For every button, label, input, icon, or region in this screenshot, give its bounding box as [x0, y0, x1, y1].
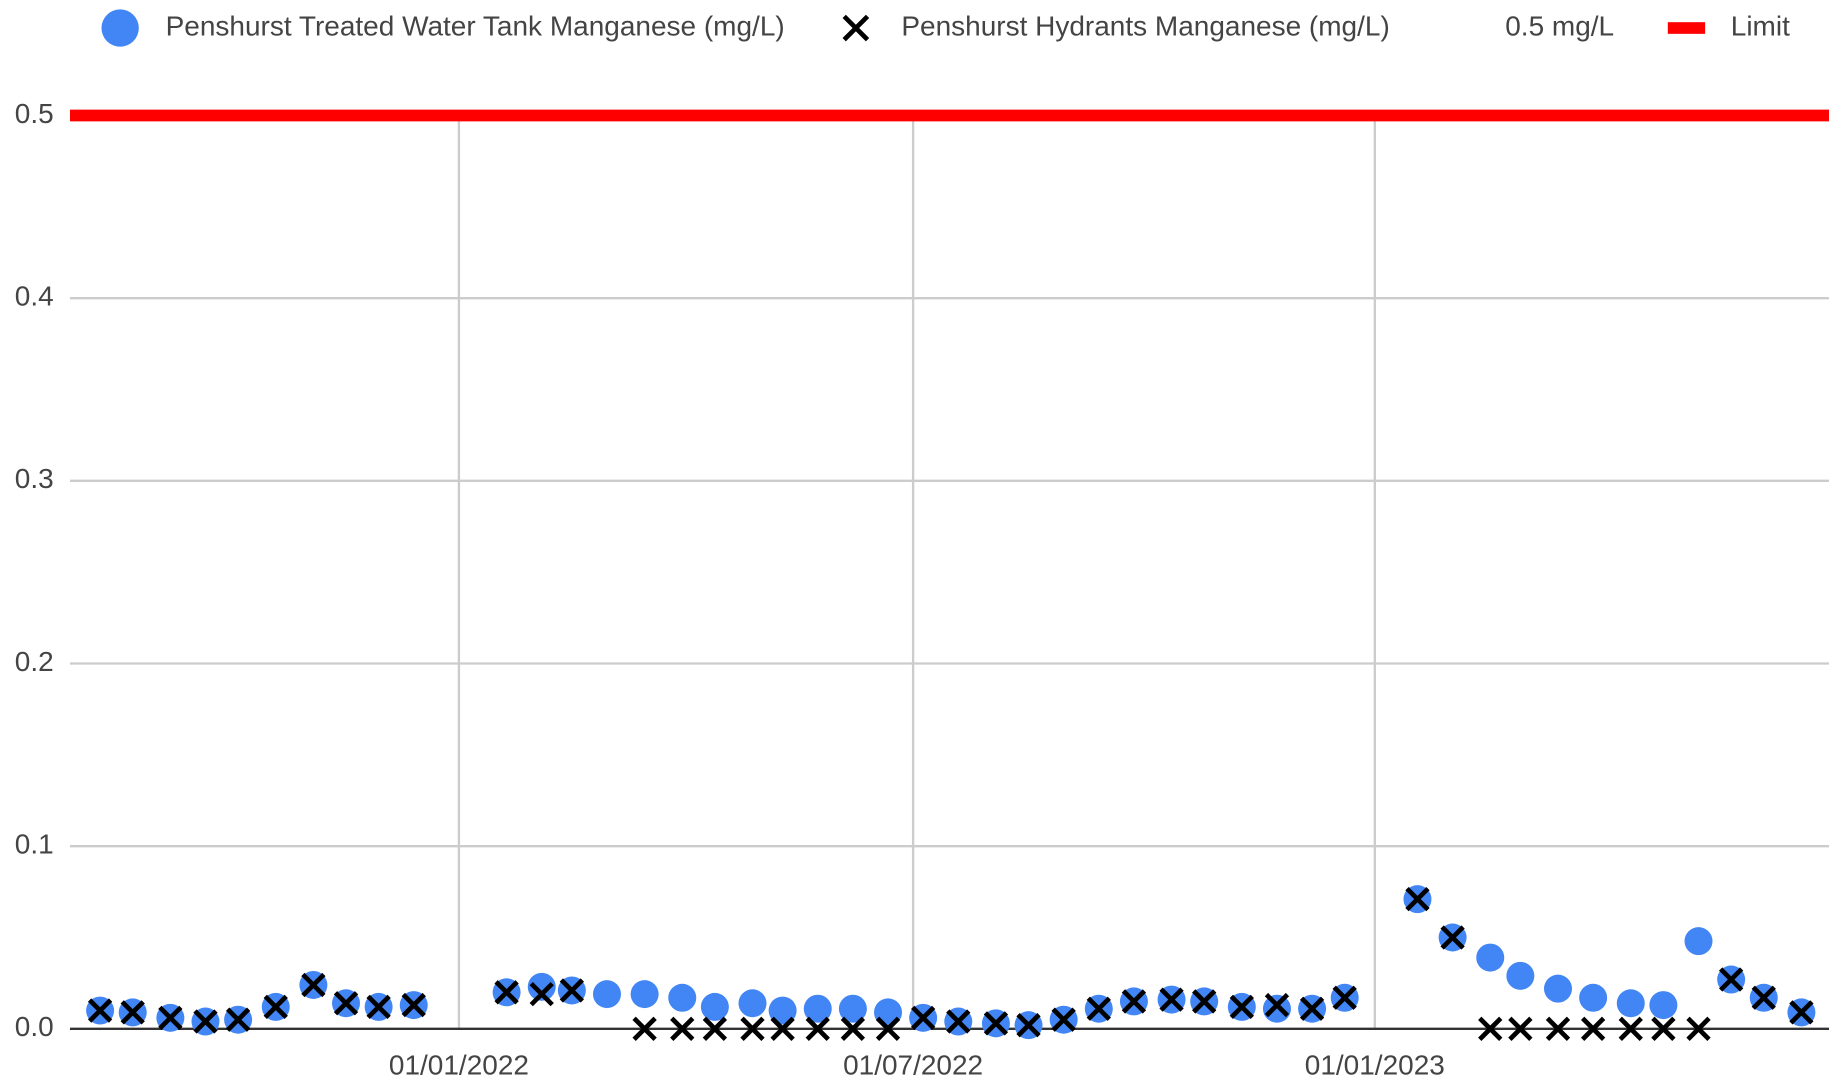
point — [158, 1005, 183, 1031]
point — [263, 994, 288, 1020]
point — [1580, 1016, 1606, 1041]
point — [630, 980, 659, 1009]
point — [1332, 985, 1357, 1010]
point — [120, 1000, 145, 1025]
point — [1229, 994, 1254, 1020]
y-tick-label: 0.3 — [15, 463, 54, 494]
point — [494, 980, 519, 1005]
point — [592, 980, 621, 1009]
point — [632, 1016, 657, 1041]
legend-label: Limit — [1731, 10, 1790, 41]
point — [1476, 943, 1505, 972]
series — [87, 886, 1814, 1041]
y-tick-label: 0.1 — [15, 829, 54, 860]
legend: Penshurst Treated Water Tank Manganese (… — [101, 9, 1790, 47]
point — [1684, 927, 1713, 956]
point — [193, 1009, 218, 1034]
point — [668, 983, 697, 1012]
point — [1686, 1016, 1711, 1041]
point — [768, 996, 797, 1025]
point — [1751, 985, 1776, 1010]
point — [401, 992, 426, 1018]
point — [803, 994, 832, 1023]
point — [1299, 996, 1325, 1021]
point — [740, 1016, 765, 1041]
point — [1718, 967, 1744, 992]
y-tick-label: 0.0 — [15, 1011, 54, 1042]
point — [1543, 974, 1572, 1003]
point — [1618, 1016, 1643, 1041]
point — [983, 1011, 1009, 1036]
point — [1405, 886, 1430, 912]
point — [770, 1016, 795, 1041]
point — [1789, 1000, 1814, 1025]
legend-marker — [842, 14, 870, 42]
point — [700, 992, 729, 1021]
point — [1262, 994, 1291, 1023]
point — [366, 994, 391, 1020]
point — [559, 978, 584, 1003]
point — [87, 998, 113, 1023]
point — [875, 1016, 901, 1041]
point — [840, 1016, 866, 1041]
legend-label: Penshurst Treated Water Tank Manganese (… — [166, 10, 785, 41]
x-tick-label: 01/01/2023 — [1305, 1050, 1445, 1081]
point — [1121, 989, 1147, 1014]
x-tick-label: 01/01/2022 — [389, 1050, 529, 1081]
point — [1051, 1007, 1076, 1032]
point — [1616, 989, 1645, 1018]
x-tick-label: 01/07/2022 — [843, 1050, 983, 1081]
point — [1649, 991, 1678, 1020]
point — [838, 994, 867, 1023]
point — [333, 991, 359, 1016]
point — [805, 1016, 830, 1041]
point — [1192, 989, 1217, 1014]
point — [527, 972, 556, 1001]
legend-label: Penshurst Hydrants Manganese (mg/L) — [901, 10, 1389, 41]
point — [225, 1007, 251, 1032]
point — [670, 1016, 695, 1041]
y-tick-label: 0.4 — [15, 281, 54, 312]
y-tick-label: 0.5 — [15, 98, 54, 129]
point — [702, 1016, 728, 1041]
legend-label: 0.5 mg/L — [1505, 10, 1614, 41]
point — [1579, 983, 1608, 1012]
point — [946, 1009, 971, 1034]
point — [910, 1005, 936, 1031]
y-tick-label: 0.2 — [15, 646, 54, 677]
point — [1545, 1016, 1571, 1041]
point — [301, 972, 326, 998]
point — [1651, 1016, 1676, 1041]
point — [529, 981, 554, 1007]
point — [1159, 987, 1184, 1012]
point — [1508, 1016, 1533, 1041]
point — [1440, 925, 1465, 950]
point — [1086, 996, 1111, 1021]
legend-marker — [101, 9, 139, 47]
point — [1016, 1013, 1041, 1038]
point — [1478, 1016, 1503, 1041]
point — [1264, 992, 1290, 1018]
legend-marker — [1667, 22, 1706, 34]
point — [738, 989, 767, 1018]
point — [1506, 961, 1535, 990]
